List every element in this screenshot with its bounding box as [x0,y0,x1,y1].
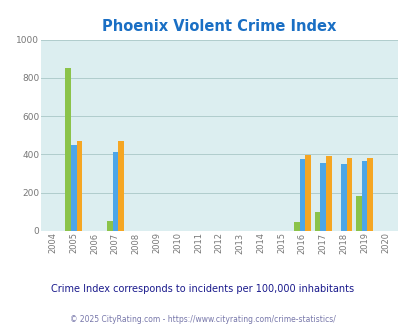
Bar [367,158,372,231]
Bar [77,142,82,231]
Bar [361,161,367,231]
Text: © 2025 CityRating.com - https://www.cityrating.com/crime-statistics/: © 2025 CityRating.com - https://www.city… [70,315,335,324]
Bar [293,222,299,231]
Bar [346,158,352,231]
Bar [355,196,361,231]
Title: Phoenix Violent Crime Index: Phoenix Violent Crime Index [102,19,336,34]
Bar [112,151,118,231]
Bar [107,221,112,231]
Bar [320,163,325,231]
Bar [325,155,331,231]
Bar [305,155,310,231]
Bar [71,146,77,231]
Text: Crime Index corresponds to incidents per 100,000 inhabitants: Crime Index corresponds to incidents per… [51,284,354,294]
Bar [299,159,305,231]
Bar [314,213,320,231]
Bar [65,68,71,231]
Bar [340,164,346,231]
Bar [118,142,124,231]
